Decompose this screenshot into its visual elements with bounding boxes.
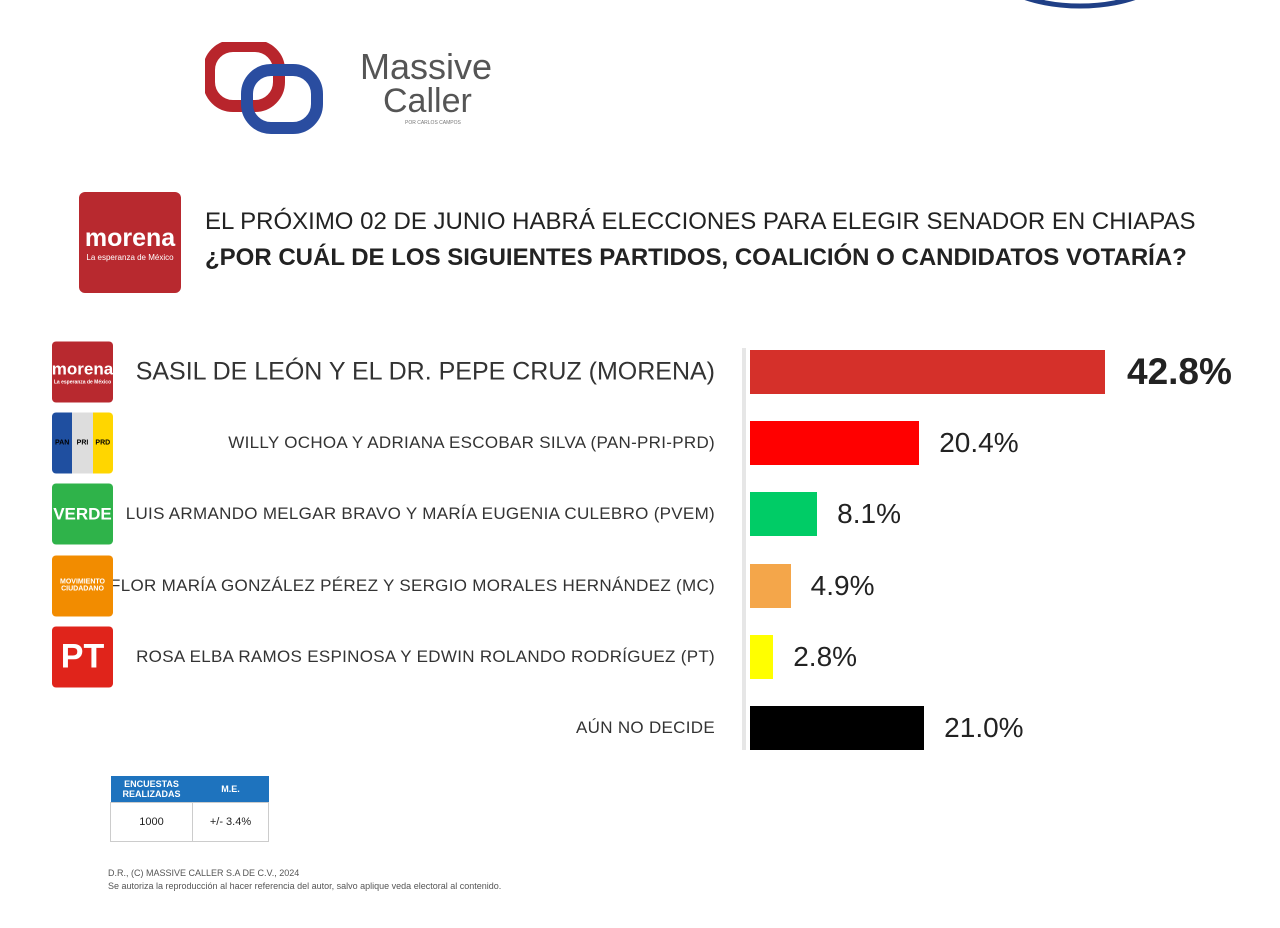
header-question: ¿POR CUÁL DE LOS SIGUIENTES PARTIDOS, CO… [205, 244, 1187, 271]
party-logo: VERDE [52, 483, 113, 545]
logo-text: VERDE [53, 504, 112, 524]
category-label: AÚN NO DECIDE [576, 718, 715, 737]
brand-icon [205, 42, 323, 134]
category-label: WILLY OCHOA Y ADRIANA ESCOBAR SILVA (PAN… [228, 433, 715, 453]
category-label: FLOR MARÍA GONZÁLEZ PÉREZ Y SERGIO MORAL… [110, 575, 715, 595]
party-logo: MOVIMIENTO CIUDADANO [52, 555, 113, 617]
logo-part: PAN [52, 412, 73, 474]
category-label: LUIS ARMANDO MELGAR BRAVO Y MARÍA EUGENI… [125, 504, 715, 524]
axis-line [742, 348, 746, 750]
bar [750, 421, 920, 466]
table-header: ENCUESTAS REALIZADAS [110, 776, 193, 803]
party-logo: PT [52, 626, 113, 688]
bar [750, 563, 791, 608]
value-label: 20.4% [939, 427, 1019, 459]
category-label: ROSA ELBA RAMOS ESPINOSA Y EDWIN ROLANDO… [136, 646, 715, 666]
table: ENCUESTAS REALIZADAS M.E. 1000 +/- 3.4% [110, 776, 269, 842]
logo-text: morena [84, 223, 176, 252]
corner-arc [1024, 0, 1136, 9]
header-logo: morena La esperanza de México [79, 192, 181, 293]
logo-text: morena [52, 359, 113, 378]
bar [750, 350, 1105, 394]
header-line: EL PRÓXIMO 02 DE JUNIO HABRÁ ELECCIONES … [205, 208, 1196, 235]
brand-name: Massive [360, 46, 493, 87]
value-label: 4.9% [810, 569, 875, 601]
value-label: 2.8% [793, 640, 858, 672]
value-label: 42.8% [1127, 351, 1232, 392]
table-header: M.E. [192, 776, 269, 803]
brand-tagline: POR CARLOS CAMPOS [405, 120, 461, 126]
bar [750, 492, 818, 537]
footer-line: Se autoriza la reproducción al hacer ref… [108, 881, 502, 891]
sample-table: ENCUESTAS REALIZADAS M.E. 1000 +/- 3.4% [110, 776, 269, 842]
value-label: 21.0% [944, 712, 1024, 743]
logo-subtext: La esperanza de México [53, 379, 112, 385]
logo-part: PRI [72, 412, 93, 474]
logo-part: PRD [92, 412, 113, 474]
value-label: 8.1% [837, 498, 901, 530]
party-logo: PAN PRI PRD [52, 412, 113, 474]
footer-line: D.R., (C) MASSIVE CALLER S.A DE C.V., 20… [108, 868, 300, 878]
category-label: SASIL DE LEÓN Y EL DR. PEPE CRUZ (MORENA… [135, 357, 715, 386]
table-cell: +/- 3.4% [192, 802, 269, 842]
table-cell: 1000 [110, 802, 193, 842]
brand-name: Caller [383, 82, 472, 120]
logo-subtext: La esperanza de México [86, 252, 174, 262]
bar [750, 706, 925, 750]
logo-text: MOVIMIENTO CIUDADANO [60, 578, 105, 593]
bar [750, 634, 774, 679]
party-logo: morena La esperanza de México [52, 341, 113, 403]
logo-text: PT [60, 637, 105, 676]
